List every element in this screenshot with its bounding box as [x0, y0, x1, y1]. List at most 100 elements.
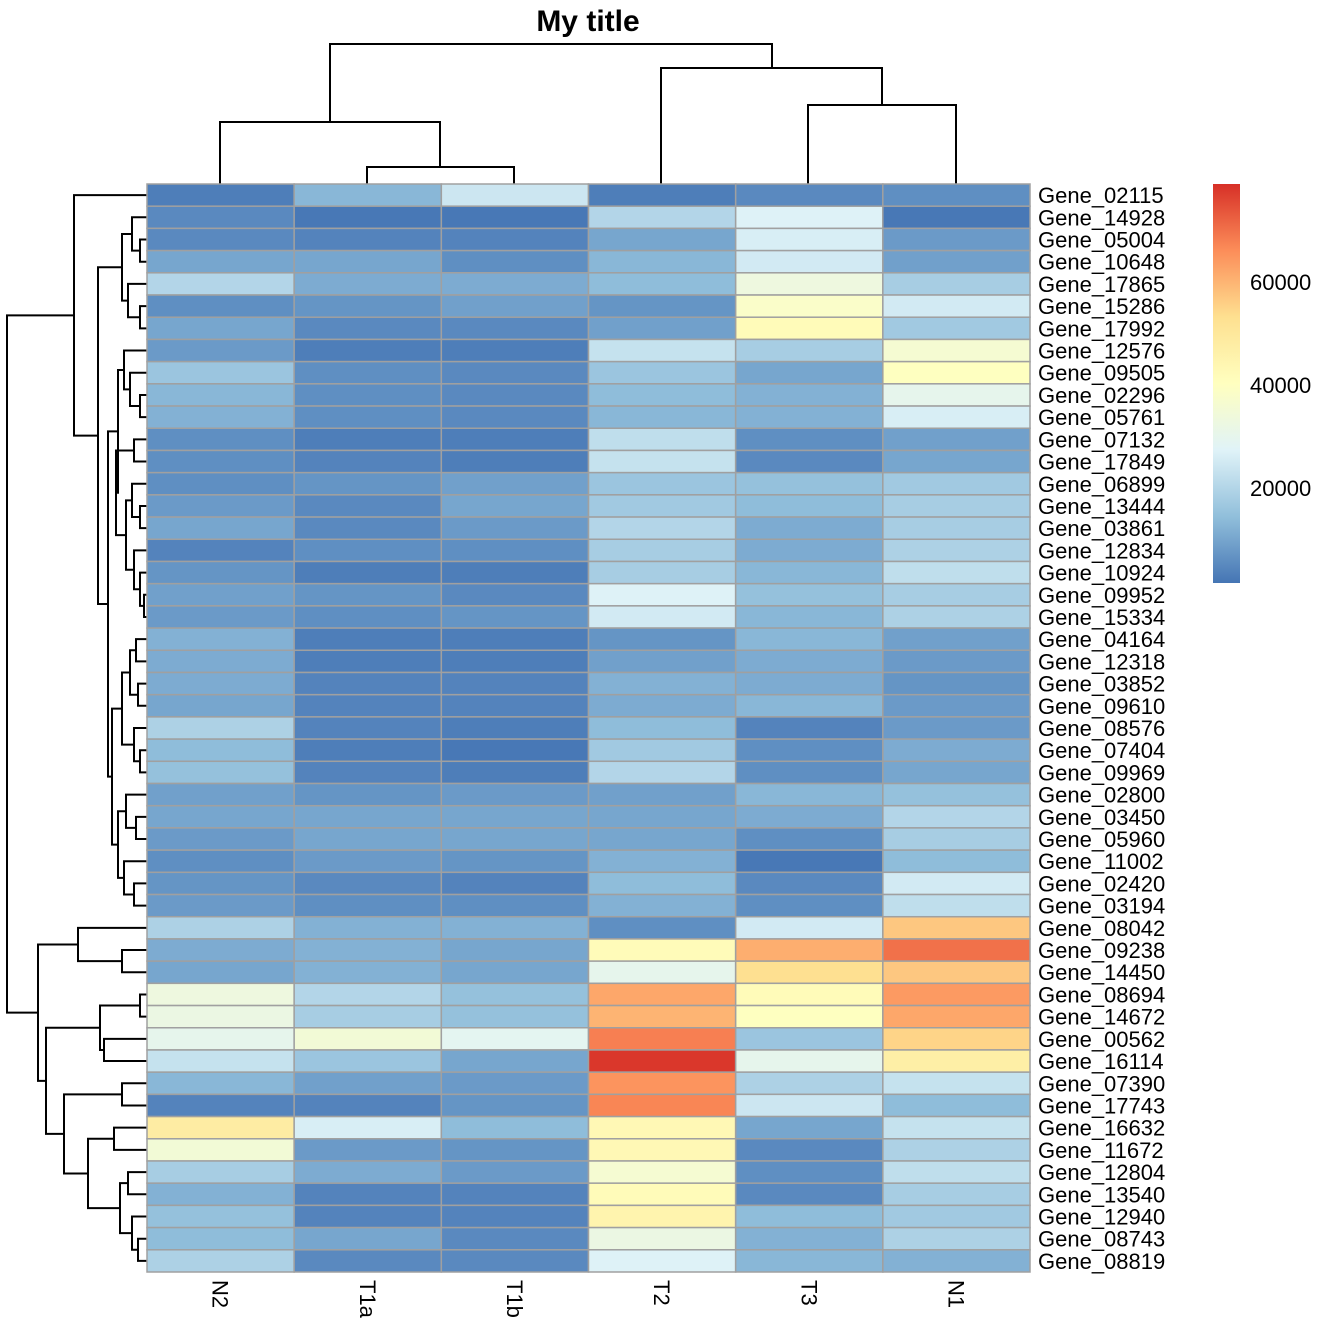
heatmap-cell	[146, 1182, 295, 1207]
heatmap-cell	[146, 272, 295, 296]
heatmap-cell	[440, 405, 590, 429]
heatmap-cell	[734, 1071, 884, 1096]
heatmap-cell	[587, 893, 737, 918]
heatmap-cell	[293, 605, 443, 629]
heatmap-cell	[587, 1115, 737, 1140]
heatmap-cell	[440, 716, 590, 740]
heatmap-cell	[882, 760, 1031, 785]
heatmap-cell	[587, 1160, 737, 1184]
heatmap-cell	[293, 316, 443, 341]
heatmap-cell	[293, 1071, 443, 1096]
row-label: Gene_08694	[1038, 982, 1165, 1007]
row-label: Gene_17849	[1038, 450, 1165, 475]
heatmap-cell	[146, 205, 295, 230]
heatmap-cell	[440, 893, 590, 918]
heatmap-cell	[293, 338, 443, 363]
heatmap-cell	[587, 716, 737, 740]
heatmap-cell	[146, 760, 295, 785]
row-label: Gene_09238	[1038, 938, 1165, 963]
heatmap-cell	[734, 516, 884, 541]
heatmap-cell	[293, 1093, 443, 1118]
heatmap-cell	[587, 627, 737, 652]
heatmap-cell	[293, 1182, 443, 1207]
heatmap-cell	[587, 383, 737, 407]
heatmap-cell	[587, 272, 737, 296]
heatmap-cell	[146, 227, 295, 252]
heatmap-cell	[146, 1115, 295, 1140]
heatmap-cell	[146, 582, 295, 607]
heatmap-cell	[146, 1004, 295, 1029]
heatmap-cell	[440, 1204, 590, 1229]
column-dendrogram-branches	[219, 43, 957, 184]
heatmap-cell	[440, 494, 590, 518]
heatmap-cell	[587, 427, 737, 452]
heatmap-cell	[734, 227, 884, 252]
row-label: Gene_09610	[1038, 694, 1165, 719]
heatmap-cell	[587, 205, 737, 230]
heatmap-cell	[734, 760, 884, 785]
heatmap-cell	[734, 582, 884, 607]
row-label: Gene_11672	[1038, 1138, 1164, 1163]
heatmap-cell	[440, 649, 590, 674]
heatmap-cell	[293, 360, 443, 385]
heatmap-cell	[293, 804, 443, 829]
heatmap-cell	[293, 205, 443, 230]
heatmap-cell	[293, 1138, 443, 1162]
heatmap-cell	[293, 693, 443, 718]
heatmap-cell	[146, 294, 295, 318]
heatmap-cell	[293, 294, 443, 318]
heatmap-cell	[440, 516, 590, 541]
heatmap-cell	[293, 582, 443, 607]
heatmap-cell	[882, 582, 1031, 607]
heatmap-cell	[882, 449, 1031, 474]
heatmap-cell	[293, 716, 443, 740]
heatmap-cell	[146, 183, 295, 207]
heatmap-cell	[882, 738, 1031, 763]
heatmap-cell	[587, 338, 737, 363]
heatmap-cell	[146, 871, 295, 896]
heatmap-cell	[587, 1071, 737, 1096]
row-label: Gene_08819	[1038, 1249, 1165, 1274]
heatmap-cell	[882, 494, 1031, 518]
heatmap-cell	[440, 338, 590, 363]
heatmap-cell	[734, 627, 884, 652]
heatmap-cell	[587, 560, 737, 585]
heatmap-cell	[882, 383, 1031, 407]
heatmap-cell	[146, 1049, 295, 1073]
heatmap-cell	[146, 316, 295, 341]
heatmap-cell	[440, 627, 590, 652]
heatmap-cell	[882, 1226, 1031, 1251]
row-label: Gene_02296	[1038, 383, 1165, 408]
heatmap-cell	[882, 649, 1031, 674]
heatmap-cell	[293, 249, 443, 274]
heatmap-cell	[882, 1027, 1031, 1051]
heatmap-cell	[146, 716, 295, 740]
heatmap-cell	[146, 538, 295, 563]
heatmap-cell	[440, 960, 590, 985]
heatmap-cell	[587, 915, 737, 940]
heatmap-cell	[734, 471, 884, 496]
row-label: Gene_17992	[1038, 316, 1165, 341]
heatmap-cell	[882, 272, 1031, 296]
row-label: Gene_08743	[1038, 1227, 1165, 1252]
heatmap-cell	[440, 538, 590, 563]
heatmap-cell	[734, 782, 884, 807]
heatmap-cell	[440, 804, 590, 829]
heatmap-cell	[293, 738, 443, 763]
heatmap-cell	[146, 649, 295, 674]
row-label: Gene_02420	[1038, 871, 1165, 896]
heatmap-cell	[734, 1004, 884, 1029]
heatmap-cell	[440, 871, 590, 896]
heatmap-cell	[882, 294, 1031, 318]
heatmap-cell	[293, 671, 443, 696]
heatmap-cell	[587, 183, 737, 207]
heatmap-cell	[440, 560, 590, 585]
row-label: Gene_17865	[1038, 272, 1165, 297]
heatmap-cell	[293, 1160, 443, 1184]
heatmap-cell	[882, 1249, 1031, 1273]
heatmap-cell	[440, 605, 590, 629]
heatmap-cell	[440, 1249, 590, 1273]
heatmap-cell	[440, 227, 590, 252]
heatmap-cell	[146, 1160, 295, 1184]
heatmap-cell	[293, 915, 443, 940]
